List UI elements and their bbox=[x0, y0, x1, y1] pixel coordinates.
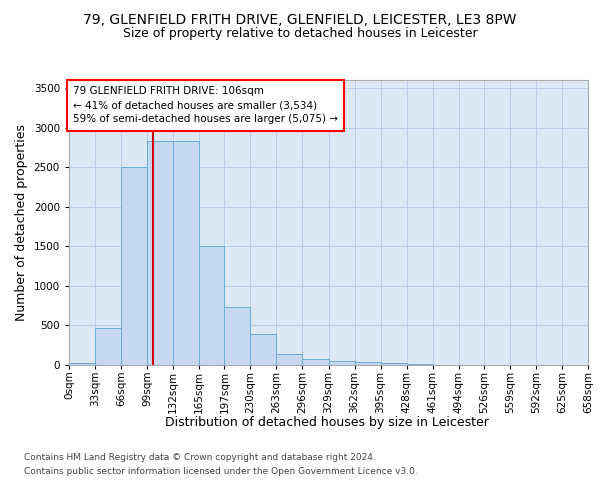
Bar bbox=[250, 334, 277, 365]
Bar bbox=[199, 246, 224, 365]
Text: Distribution of detached houses by size in Leicester: Distribution of detached houses by size … bbox=[165, 416, 489, 429]
Bar bbox=[121, 167, 147, 365]
Bar bbox=[173, 141, 199, 365]
Y-axis label: Number of detached properties: Number of detached properties bbox=[15, 124, 28, 321]
Bar bbox=[302, 359, 329, 365]
Text: Size of property relative to detached houses in Leicester: Size of property relative to detached ho… bbox=[122, 28, 478, 40]
Text: Contains public sector information licensed under the Open Government Licence v3: Contains public sector information licen… bbox=[24, 467, 418, 476]
Bar bbox=[407, 364, 433, 365]
Bar bbox=[329, 361, 355, 365]
Bar bbox=[69, 362, 95, 365]
Bar bbox=[95, 328, 121, 365]
Text: 79 GLENFIELD FRITH DRIVE: 106sqm
← 41% of detached houses are smaller (3,534)
59: 79 GLENFIELD FRITH DRIVE: 106sqm ← 41% o… bbox=[73, 86, 338, 124]
Bar bbox=[355, 362, 380, 365]
Bar bbox=[147, 141, 173, 365]
Bar bbox=[380, 362, 407, 365]
Bar bbox=[277, 354, 302, 365]
Text: Contains HM Land Registry data © Crown copyright and database right 2024.: Contains HM Land Registry data © Crown c… bbox=[24, 454, 376, 462]
Bar bbox=[224, 307, 250, 365]
Text: 79, GLENFIELD FRITH DRIVE, GLENFIELD, LEICESTER, LE3 8PW: 79, GLENFIELD FRITH DRIVE, GLENFIELD, LE… bbox=[83, 12, 517, 26]
